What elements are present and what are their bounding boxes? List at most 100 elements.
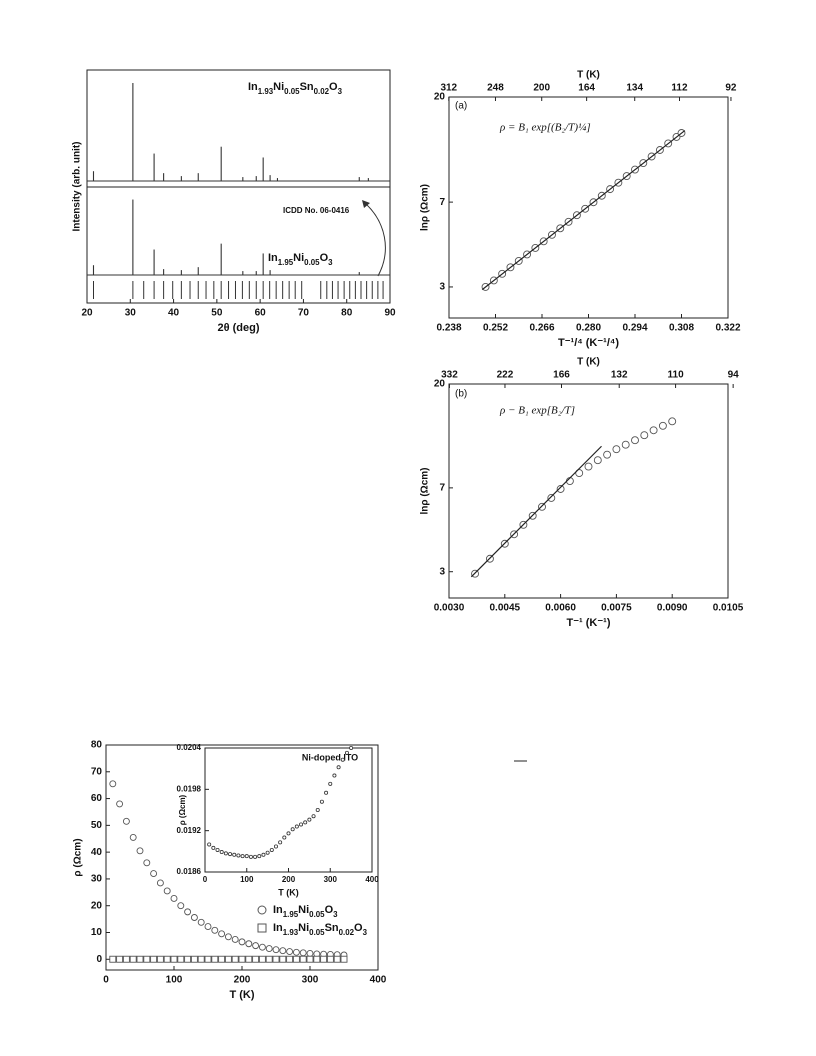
data-point	[279, 955, 287, 963]
x-tick-label: 60	[255, 308, 267, 319]
data-point	[286, 955, 294, 963]
inset-point	[265, 850, 270, 855]
data-point	[129, 955, 137, 963]
x-tick-label: 0.0105	[713, 603, 744, 614]
data-point	[547, 494, 556, 502]
data-point	[177, 902, 185, 910]
y-tick-label: 30	[91, 874, 103, 885]
data-point	[109, 780, 117, 788]
y-axis-label: Intensity (arb. unit)	[72, 142, 83, 232]
y-tick-label: 60	[91, 793, 103, 804]
data-point	[286, 948, 294, 955]
y-axis-label: ρ (Ωcm)	[73, 838, 84, 876]
arrow-head	[362, 200, 370, 208]
data-point	[279, 947, 287, 955]
data-point	[116, 955, 124, 963]
plot-frame	[86, 69, 391, 304]
x-tick-label: 200	[234, 975, 251, 986]
x-tick-label: 0.238	[436, 323, 461, 334]
data-point	[190, 955, 198, 963]
y-tick-label: 20	[434, 379, 446, 390]
inset-point	[294, 824, 299, 829]
data-point	[320, 955, 328, 963]
inset-point	[269, 847, 274, 852]
x2-tick-label: 132	[611, 370, 628, 381]
data-point	[224, 933, 232, 941]
data-point	[211, 955, 219, 963]
x-tick-label: 0.0075	[601, 603, 632, 614]
data-point	[621, 440, 630, 449]
x2-tick-label: 222	[497, 370, 514, 381]
data-point	[593, 456, 602, 465]
data-point	[231, 936, 239, 943]
data-point	[258, 955, 266, 963]
y-tick-label: 80	[91, 740, 103, 751]
data-point	[556, 485, 565, 493]
data-point	[136, 847, 144, 855]
inset-point	[253, 854, 258, 859]
y-tick-label: 70	[91, 766, 103, 777]
data-point	[575, 469, 584, 478]
x-tick-label: 200	[282, 875, 296, 884]
x2-tick-label: 110	[668, 370, 685, 381]
inset-point	[290, 827, 295, 832]
inset-point	[340, 757, 345, 762]
data-point	[170, 895, 178, 902]
data-point	[333, 955, 341, 963]
inset-point	[282, 835, 287, 840]
x2-tick-label: 112	[671, 83, 688, 94]
inset-point	[307, 817, 312, 822]
data-point	[197, 955, 205, 963]
x-tick-label: 90	[384, 308, 396, 319]
y-axis-label: lnρ (Ωcm)	[420, 468, 431, 515]
data-point	[122, 817, 130, 825]
inset-point	[286, 831, 291, 836]
equation: ρ = B₁ exp[(B₂/T)¼]	[499, 122, 591, 134]
x-tick-label: 0.0090	[657, 603, 688, 614]
plot-frame	[448, 383, 729, 599]
data-point	[143, 859, 151, 867]
inset-point	[278, 840, 283, 845]
data-point	[272, 955, 280, 963]
inset-point	[207, 842, 212, 847]
inset-point	[299, 822, 304, 827]
x-axis-label: 2θ (deg)	[217, 322, 259, 334]
data-point	[272, 946, 280, 954]
inset-title: Ni-doped ITO	[302, 752, 358, 762]
inset-point	[332, 773, 337, 778]
data-point	[612, 445, 621, 454]
x-tick-label: 0.266	[529, 323, 554, 334]
data-point	[204, 923, 212, 931]
data-point	[238, 955, 246, 963]
data-point	[143, 955, 151, 963]
x2-tick-label: 200	[533, 83, 550, 94]
panel-label: (a)	[455, 101, 467, 112]
inset-point	[311, 814, 316, 819]
inset-point	[328, 781, 333, 786]
x-tick-label: 100	[166, 975, 183, 986]
x-tick-label: 50	[211, 308, 223, 319]
data-point	[231, 955, 239, 963]
inset-point	[232, 852, 237, 857]
data-point	[156, 879, 164, 887]
x-axis-label: T⁻¹ (K⁻¹)	[567, 617, 611, 629]
x-tick-label: 0.280	[576, 323, 601, 334]
y-tick-label: 3	[439, 282, 445, 293]
fit-line	[481, 130, 686, 291]
inset-point	[219, 850, 224, 855]
data-point	[224, 955, 232, 963]
data-point	[252, 942, 260, 950]
x-tick-label: 100	[240, 875, 254, 884]
data-point	[163, 887, 171, 895]
data-point	[218, 955, 226, 963]
data-point	[265, 955, 273, 963]
data-point	[306, 949, 314, 957]
trace-label: In1.95Ni0.05O3	[268, 252, 333, 267]
x-tick-label: 300	[324, 875, 338, 884]
x-tick-label: 0.308	[669, 323, 694, 334]
data-point	[190, 914, 198, 921]
reference-label: ICDD No. 06-0416	[283, 206, 350, 215]
data-point	[265, 945, 273, 953]
data-point	[640, 431, 649, 440]
x-tick-label: 0	[203, 875, 208, 884]
